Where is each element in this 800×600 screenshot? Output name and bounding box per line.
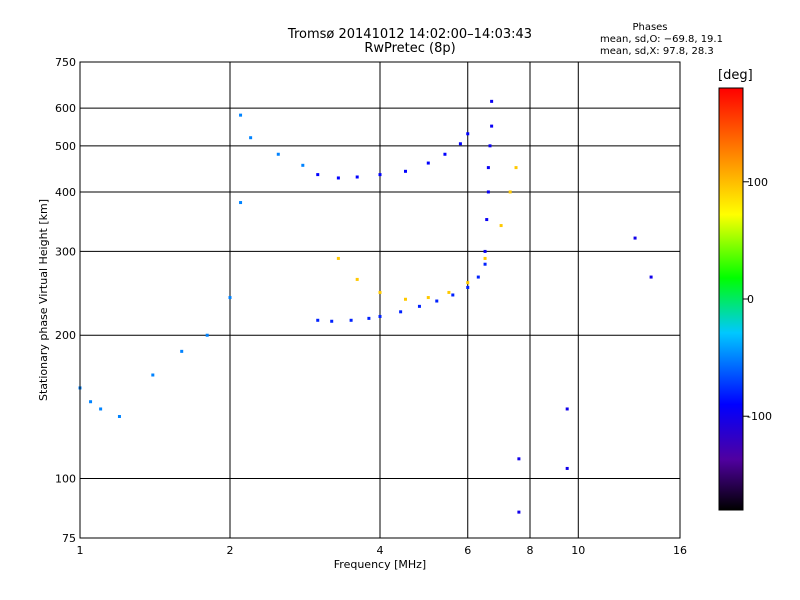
data-point [301, 163, 305, 167]
data-point [486, 190, 490, 194]
data-point [483, 262, 487, 266]
x-tick-label: 4 [377, 544, 384, 557]
phase-stats-o: mean, sd,O: −69.8, 19.1 [600, 34, 723, 45]
data-point [499, 224, 503, 228]
y-tick-label: 300 [55, 245, 76, 258]
data-point [483, 249, 487, 253]
data-point [485, 218, 489, 222]
data-point [403, 169, 407, 173]
data-point [399, 310, 403, 314]
data-point [239, 201, 243, 205]
colorbar-tick-label: -100 [747, 410, 772, 423]
x-tick-label: 10 [571, 544, 585, 557]
data-point [458, 142, 462, 146]
data-point [633, 236, 637, 240]
x-tick-label: 2 [227, 544, 234, 557]
data-point [517, 457, 521, 461]
colorbar-tick-label: 100 [747, 176, 768, 189]
data-point [565, 466, 569, 470]
data-point [466, 285, 470, 289]
data-point [336, 176, 340, 180]
data-point [447, 290, 451, 294]
colorbar [718, 87, 744, 511]
data-point [180, 349, 184, 353]
data-point [239, 113, 243, 117]
data-point [517, 510, 521, 514]
data-point [99, 407, 103, 411]
data-point [483, 256, 487, 260]
data-point [426, 161, 430, 165]
x-tick-label: 8 [527, 544, 534, 557]
data-point [276, 152, 280, 156]
y-tick-label: 400 [55, 186, 76, 199]
data-point [488, 144, 492, 148]
data-point [476, 275, 480, 279]
y-tick-label: 600 [55, 102, 76, 115]
x-tick-label: 6 [464, 544, 471, 557]
y-tick-label: 500 [55, 140, 76, 153]
data-point [466, 132, 470, 136]
plot-frame [79, 61, 681, 539]
y-tick-label: 200 [55, 329, 76, 342]
data-point [466, 281, 470, 285]
colorbar-label: [deg] [718, 68, 753, 83]
chart-subtitle: RwPretec (8p) [364, 41, 456, 56]
data-point [151, 373, 155, 377]
x-tick-label: 16 [673, 544, 687, 557]
data-point [349, 318, 353, 322]
data-points [78, 99, 653, 514]
data-point [316, 173, 320, 177]
y-axis-label: Stationary phase Virtual Height [km] [37, 199, 50, 401]
data-point [330, 319, 334, 323]
grid-lines [80, 62, 680, 538]
data-point [378, 290, 382, 294]
data-point [355, 175, 359, 179]
data-point [378, 173, 382, 177]
data-point [417, 304, 421, 308]
data-point [378, 314, 382, 318]
data-point [490, 124, 494, 128]
x-axis-ticks: 1 2 4 6 8 10 16 [77, 544, 688, 557]
data-point [249, 136, 253, 140]
colorbar-ticks: 100 0 -100 [743, 176, 772, 423]
chart-title: Tromsø 20141012 14:02:00–14:03:43 [287, 27, 533, 42]
x-tick-label: 1 [77, 544, 84, 557]
data-point [451, 293, 455, 297]
colorbar-tick-label: 0 [747, 293, 754, 306]
data-point [426, 296, 430, 300]
y-tick-label: 100 [55, 473, 76, 486]
data-point [565, 407, 569, 411]
data-point [355, 277, 359, 281]
data-point [336, 256, 340, 260]
y-tick-label: 750 [55, 56, 76, 69]
data-point [508, 190, 512, 194]
data-point [205, 333, 209, 337]
data-point [403, 297, 407, 301]
data-point [486, 166, 490, 170]
phase-stats-x: mean, sd,X: 97.8, 28.3 [600, 46, 714, 57]
y-tick-label: 75 [62, 532, 76, 545]
data-point [649, 275, 653, 279]
data-point [117, 414, 121, 418]
phase-stats-heading: Phases [632, 22, 668, 33]
x-axis-label: Frequency [MHz] [334, 558, 426, 571]
data-point [443, 152, 447, 156]
data-point [514, 166, 518, 170]
data-point [316, 318, 320, 322]
data-point [228, 296, 232, 300]
data-point [367, 316, 371, 320]
phase-stats: Phases mean, sd,O: −69.8, 19.1 mean, sd,… [600, 22, 723, 58]
data-point [89, 400, 93, 404]
data-point [490, 99, 494, 103]
y-axis-ticks: 75 100 200 300 400 500 600 750 [55, 56, 76, 545]
data-point [435, 299, 439, 303]
